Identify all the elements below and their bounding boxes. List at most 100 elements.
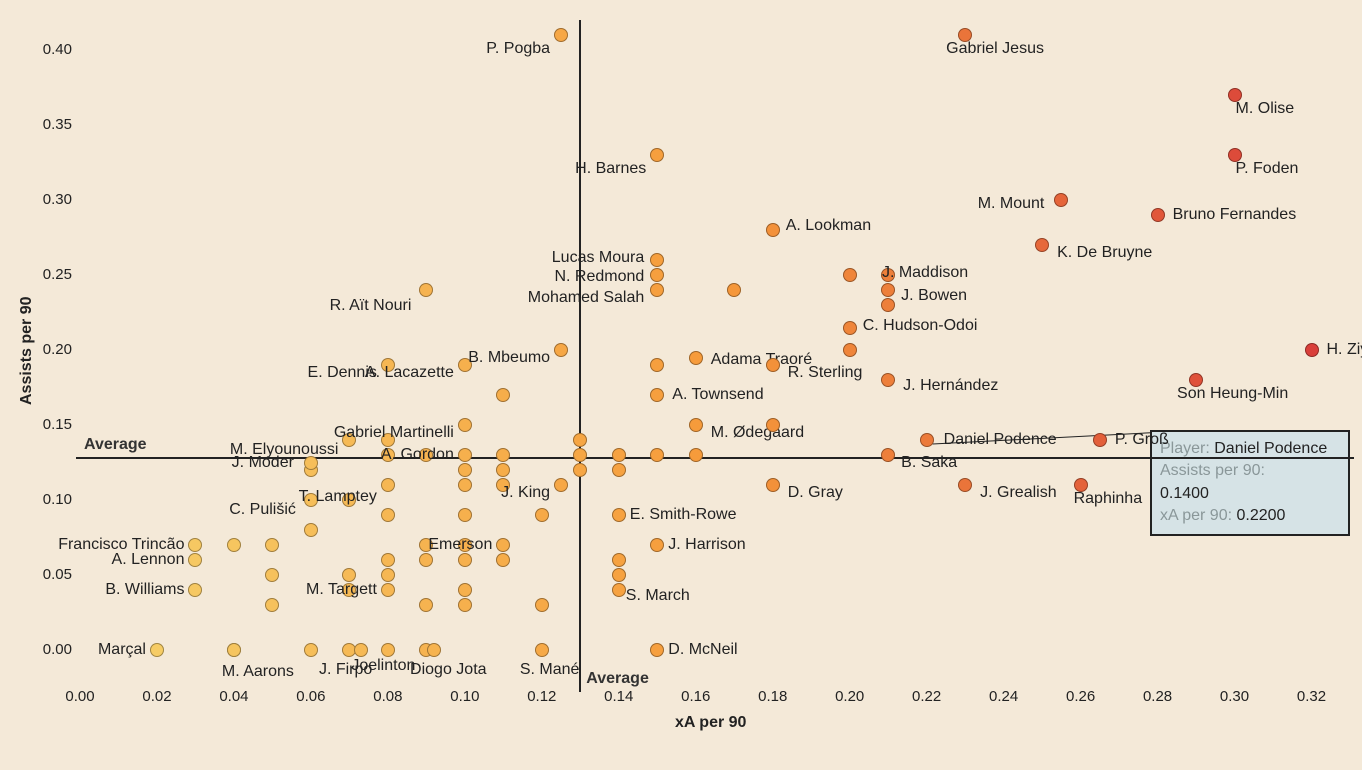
marker[interactable] bbox=[650, 643, 664, 657]
marker[interactable] bbox=[766, 223, 780, 237]
marker[interactable] bbox=[227, 538, 241, 552]
marker[interactable] bbox=[573, 433, 587, 447]
marker[interactable] bbox=[650, 148, 664, 162]
marker[interactable] bbox=[496, 538, 510, 552]
marker[interactable] bbox=[554, 28, 568, 42]
marker[interactable] bbox=[354, 643, 368, 657]
marker[interactable] bbox=[843, 321, 857, 335]
marker[interactable] bbox=[1054, 193, 1068, 207]
marker[interactable] bbox=[650, 448, 664, 462]
marker-label: D. McNeil bbox=[668, 641, 737, 659]
marker[interactable] bbox=[458, 598, 472, 612]
marker[interactable] bbox=[689, 448, 703, 462]
marker[interactable] bbox=[689, 418, 703, 432]
x-tick-label: 0.14 bbox=[599, 688, 639, 705]
marker[interactable] bbox=[650, 283, 664, 297]
marker[interactable] bbox=[458, 553, 472, 567]
marker[interactable] bbox=[458, 418, 472, 432]
marker-label: M. Elyounoussi bbox=[230, 441, 339, 459]
y-tick-label: 0.15 bbox=[43, 416, 72, 433]
marker-label: R. Sterling bbox=[788, 364, 863, 382]
marker[interactable] bbox=[496, 553, 510, 567]
marker[interactable] bbox=[265, 598, 279, 612]
marker[interactable] bbox=[535, 508, 549, 522]
marker[interactable] bbox=[727, 283, 741, 297]
x-tick-label: 0.02 bbox=[137, 688, 177, 705]
x-tick-label: 0.24 bbox=[984, 688, 1024, 705]
x-axis-label: xA per 90 bbox=[675, 714, 746, 732]
marker[interactable] bbox=[188, 553, 202, 567]
marker[interactable] bbox=[265, 568, 279, 582]
y-axis-label: Assists per 90 bbox=[18, 296, 36, 405]
marker[interactable] bbox=[843, 343, 857, 357]
marker[interactable] bbox=[188, 583, 202, 597]
marker[interactable] bbox=[920, 433, 934, 447]
marker[interactable] bbox=[573, 448, 587, 462]
marker-label: P. Pogba bbox=[486, 40, 550, 58]
marker[interactable] bbox=[650, 538, 664, 552]
marker-label: Marçal bbox=[98, 641, 146, 659]
marker[interactable] bbox=[304, 523, 318, 537]
marker[interactable] bbox=[458, 583, 472, 597]
marker[interactable] bbox=[650, 358, 664, 372]
marker[interactable] bbox=[1035, 238, 1049, 252]
marker[interactable] bbox=[535, 598, 549, 612]
marker[interactable] bbox=[381, 553, 395, 567]
marker[interactable] bbox=[381, 643, 395, 657]
marker[interactable] bbox=[554, 478, 568, 492]
marker[interactable] bbox=[1151, 208, 1165, 222]
marker[interactable] bbox=[766, 358, 780, 372]
marker[interactable] bbox=[419, 598, 433, 612]
marker[interactable] bbox=[265, 538, 279, 552]
marker-label: R. Aït Nouri bbox=[330, 297, 412, 315]
marker[interactable] bbox=[881, 283, 895, 297]
marker[interactable] bbox=[188, 538, 202, 552]
marker[interactable] bbox=[458, 448, 472, 462]
marker[interactable] bbox=[458, 508, 472, 522]
marker[interactable] bbox=[304, 643, 318, 657]
marker[interactable] bbox=[766, 478, 780, 492]
marker[interactable] bbox=[612, 508, 626, 522]
marker[interactable] bbox=[458, 478, 472, 492]
marker[interactable] bbox=[612, 568, 626, 582]
marker[interactable] bbox=[843, 268, 857, 282]
marker[interactable] bbox=[958, 478, 972, 492]
marker[interactable] bbox=[496, 463, 510, 477]
marker-label: Daniel Podence bbox=[944, 431, 1057, 449]
marker[interactable] bbox=[381, 568, 395, 582]
marker[interactable] bbox=[881, 448, 895, 462]
marker[interactable] bbox=[381, 583, 395, 597]
marker[interactable] bbox=[612, 553, 626, 567]
marker-label: C. Pulišić bbox=[229, 501, 296, 519]
marker[interactable] bbox=[342, 568, 356, 582]
marker[interactable] bbox=[381, 508, 395, 522]
marker[interactable] bbox=[612, 583, 626, 597]
avg-label-y: Average bbox=[84, 436, 147, 454]
marker[interactable] bbox=[496, 448, 510, 462]
marker[interactable] bbox=[1305, 343, 1319, 357]
marker[interactable] bbox=[427, 643, 441, 657]
marker[interactable] bbox=[381, 478, 395, 492]
marker[interactable] bbox=[554, 343, 568, 357]
marker[interactable] bbox=[227, 643, 241, 657]
marker-label: J. Grealish bbox=[980, 484, 1056, 502]
marker[interactable] bbox=[496, 388, 510, 402]
marker[interactable] bbox=[419, 283, 433, 297]
marker[interactable] bbox=[612, 448, 626, 462]
marker[interactable] bbox=[650, 268, 664, 282]
marker[interactable] bbox=[458, 463, 472, 477]
marker[interactable] bbox=[1093, 433, 1107, 447]
marker[interactable] bbox=[612, 463, 626, 477]
marker[interactable] bbox=[881, 298, 895, 312]
marker[interactable] bbox=[535, 643, 549, 657]
marker[interactable] bbox=[689, 351, 703, 365]
marker[interactable] bbox=[419, 553, 433, 567]
marker-label: Raphinha bbox=[1074, 490, 1143, 508]
marker[interactable] bbox=[881, 373, 895, 387]
marker[interactable] bbox=[650, 253, 664, 267]
marker[interactable] bbox=[766, 418, 780, 432]
marker-label: B. Saka bbox=[901, 454, 957, 472]
marker[interactable] bbox=[573, 463, 587, 477]
marker[interactable] bbox=[650, 388, 664, 402]
marker[interactable] bbox=[150, 643, 164, 657]
